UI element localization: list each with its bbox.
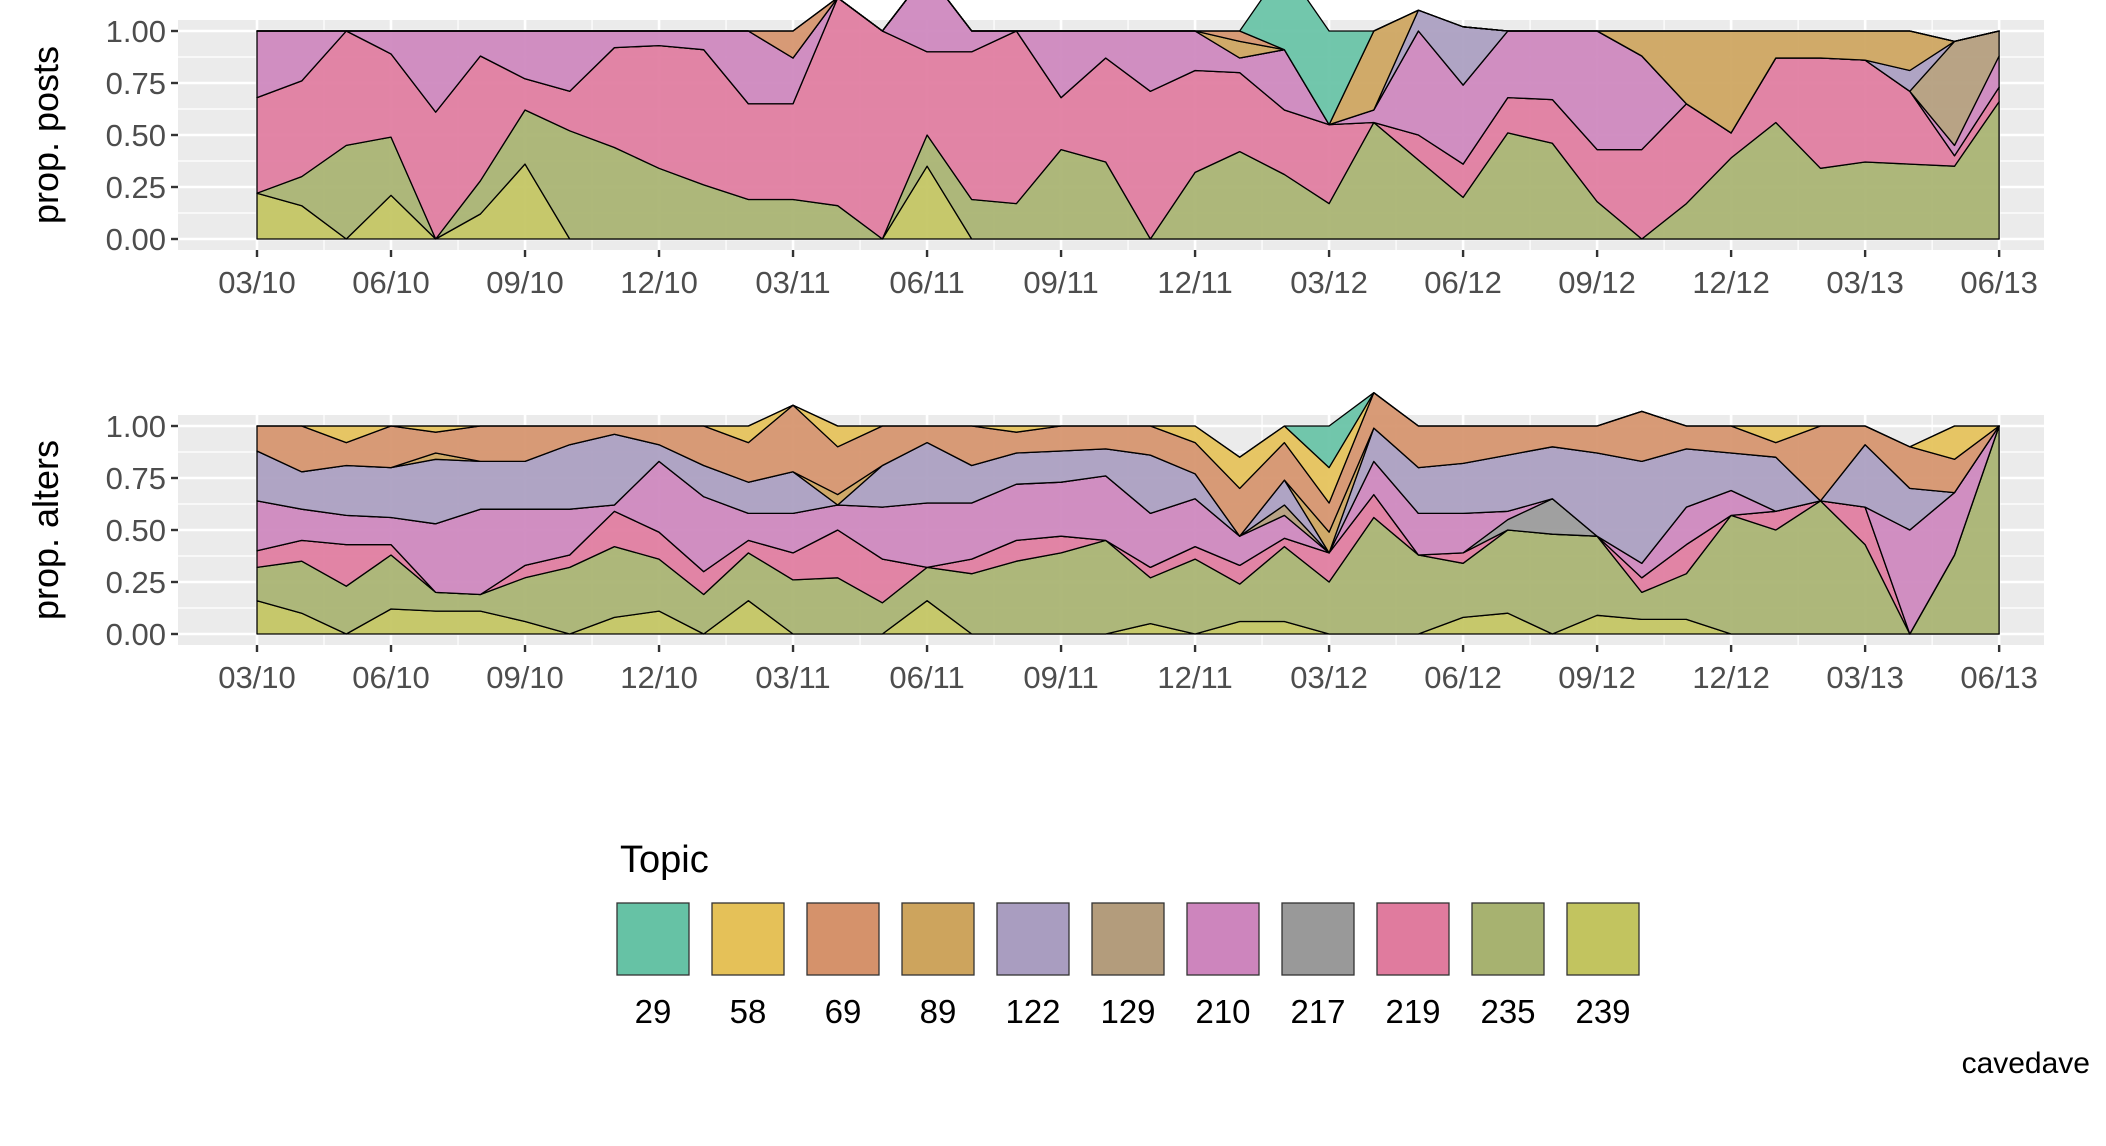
y-tick-label: 1.00	[106, 14, 166, 49]
y-tick-label: 0.50	[106, 513, 166, 548]
x-tick-label: 12/12	[1692, 660, 1770, 695]
legend-item-210: 210	[1186, 902, 1260, 1030]
x-tick-label: 06/11	[889, 660, 964, 695]
x-tick-label: 09/11	[1023, 265, 1098, 300]
x-tick-label: 06/10	[352, 265, 430, 300]
x-tick-label: 06/13	[1960, 660, 2038, 695]
legend-swatch	[1566, 902, 1640, 976]
legend-label: 89	[920, 993, 957, 1030]
legend-swatch	[1471, 902, 1545, 976]
x-tick-label: 06/11	[889, 265, 964, 300]
legend-swatch	[1091, 902, 1165, 976]
x-tick-label: 09/12	[1558, 265, 1636, 300]
legend-swatch	[1281, 902, 1355, 976]
panel-alters: 0.00 0.25 0.50 0.75 1.00 03/10 06/10 09/10 12/10…	[25, 392, 2044, 695]
legend-label: 239	[1575, 993, 1630, 1030]
x-tick-label: 06/10	[352, 660, 430, 695]
x-tick-label: 09/11	[1023, 660, 1098, 695]
legend-label: 217	[1290, 993, 1345, 1030]
y-tick-label: 0.75	[106, 66, 166, 101]
x-tick-label: 12/12	[1692, 265, 1770, 300]
legend-label: 69	[825, 993, 862, 1030]
legend-swatch	[806, 902, 880, 976]
chart-panels: 0.00 0.25 0.50 0.75 1.00 03/10 06/10 09/10 12/10…	[25, 0, 2044, 695]
legend-keys: 29 58 69 89 122 129 210 217 219 235 239	[616, 902, 1640, 1030]
x-tick-label: 03/10	[218, 660, 296, 695]
x-tick-label: 12/10	[620, 660, 698, 695]
y-tick-label: 0.00	[106, 617, 166, 652]
legend-swatch	[616, 902, 690, 976]
legend: Topic 29 58 69 89 122 129 210 217 219 235 239	[616, 839, 1640, 1030]
legend-label: 210	[1195, 993, 1250, 1030]
x-tick-label: 03/10	[218, 265, 296, 300]
legend-swatch	[711, 902, 785, 976]
x-tick-label: 06/12	[1424, 265, 1502, 300]
y-tick-label: 0.00	[106, 222, 166, 257]
legend-item-122: 122	[996, 902, 1070, 1030]
y-tick-label: 1.00	[106, 409, 166, 444]
x-tick-label: 12/11	[1157, 265, 1232, 300]
legend-label: 235	[1480, 993, 1535, 1030]
legend-item-219: 219	[1376, 902, 1450, 1030]
caption: cavedave	[1962, 1047, 2090, 1080]
x-tick-label: 06/12	[1424, 660, 1502, 695]
legend-item-239: 239	[1566, 902, 1640, 1030]
x-tick-label: 12/11	[1157, 660, 1232, 695]
y-tick-label: 0.75	[106, 461, 166, 496]
legend-item-235: 235	[1471, 902, 1545, 1030]
y-axis-title: prop. posts	[25, 46, 66, 224]
area-topic-29	[256, 0, 2000, 126]
legend-item-69: 69	[806, 902, 880, 1030]
legend-item-129: 129	[1091, 902, 1165, 1030]
x-tick-label: 03/13	[1826, 660, 1904, 695]
legend-swatch	[901, 902, 975, 976]
legend-item-58: 58	[711, 902, 785, 1030]
legend-label: 58	[730, 993, 767, 1030]
x-tick-label: 09/10	[486, 660, 564, 695]
legend-swatch	[1186, 902, 1260, 976]
legend-title: Topic	[620, 839, 709, 881]
y-tick-label: 0.25	[106, 170, 166, 205]
legend-item-29: 29	[616, 902, 690, 1030]
legend-label: 122	[1005, 993, 1060, 1030]
x-tick-label: 03/12	[1290, 660, 1368, 695]
x-tick-label: 12/10	[620, 265, 698, 300]
area-topic-29	[256, 392, 2000, 469]
legend-label: 129	[1100, 993, 1155, 1030]
y-tick-label: 0.25	[106, 565, 166, 600]
legend-label: 29	[635, 993, 672, 1030]
x-tick-label: 03/13	[1826, 265, 1904, 300]
y-tick-label: 0.50	[106, 118, 166, 153]
legend-item-89: 89	[901, 902, 975, 1030]
legend-swatch	[996, 902, 1070, 976]
x-tick-label: 06/13	[1960, 265, 2038, 300]
x-tick-label: 03/12	[1290, 265, 1368, 300]
x-tick-label: 09/10	[486, 265, 564, 300]
x-tick-label: 03/11	[755, 265, 830, 300]
x-tick-label: 09/12	[1558, 660, 1636, 695]
legend-item-217: 217	[1281, 902, 1355, 1030]
x-tick-label: 03/11	[755, 660, 830, 695]
legend-label: 219	[1385, 993, 1440, 1030]
legend-swatch	[1376, 902, 1450, 976]
panel-posts: 0.00 0.25 0.50 0.75 1.00 03/10 06/10 09/10 12/10…	[25, 0, 2044, 300]
y-axis-title: prop. alters	[25, 440, 66, 620]
